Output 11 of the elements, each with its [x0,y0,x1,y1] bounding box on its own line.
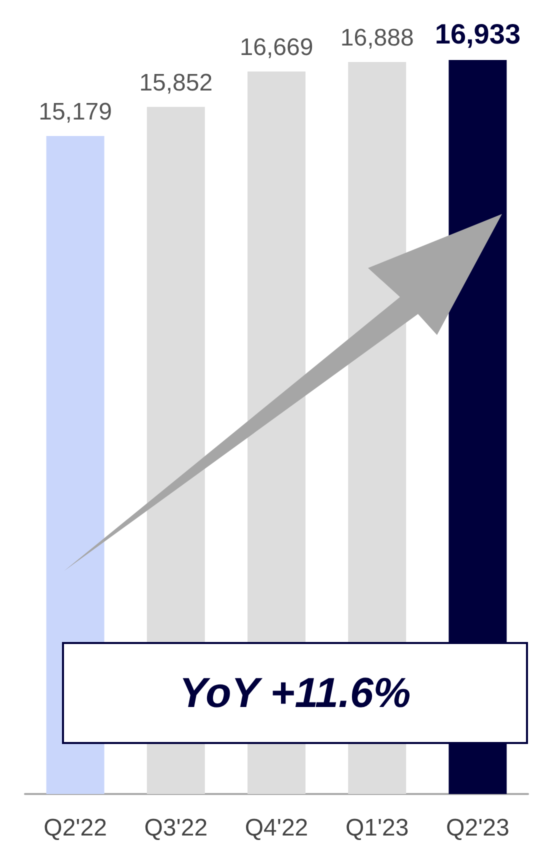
data-label: 15,179 [38,98,112,126]
x-tick-label: Q3'22 [144,814,208,842]
x-tick-label: Q2'22 [44,814,107,842]
callout-box: YoY +11.6% [62,642,528,744]
data-label: 16,933 [434,18,521,50]
data-label: 16,888 [340,24,414,52]
data-label: 15,852 [139,69,213,96]
data-label: 16,669 [240,34,314,61]
x-tick-label: Q4'22 [244,814,308,842]
x-tick-label: Q1'23 [345,814,409,842]
x-tick-label: Q2'23 [446,814,510,842]
